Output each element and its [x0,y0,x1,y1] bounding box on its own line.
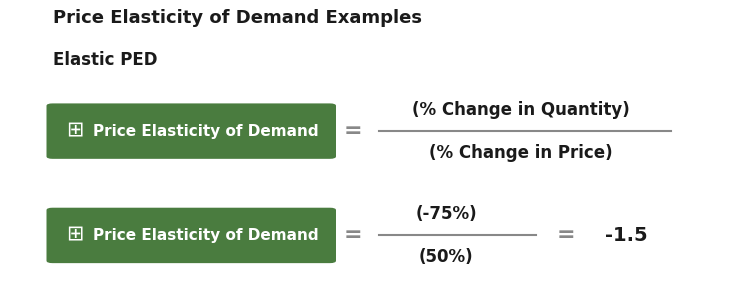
Text: ⊞: ⊞ [66,119,84,140]
Text: (% Change in Quantity): (% Change in Quantity) [413,101,630,119]
Text: -1.5: -1.5 [605,226,647,245]
Text: Price Elasticity of Demand: Price Elasticity of Demand [94,228,319,243]
Text: (-75%): (-75%) [416,205,477,223]
Text: Elastic PED: Elastic PED [53,51,157,69]
FancyBboxPatch shape [46,103,336,159]
Text: =: = [557,225,575,246]
Text: ⊞: ⊞ [66,224,84,244]
Text: (50%): (50%) [419,248,473,266]
Text: Price Elasticity of Demand Examples: Price Elasticity of Demand Examples [53,9,422,27]
Text: =: = [344,225,362,246]
FancyBboxPatch shape [46,208,336,263]
Text: (% Change in Price): (% Change in Price) [430,144,613,162]
Text: =: = [344,121,362,141]
Text: Price Elasticity of Demand: Price Elasticity of Demand [94,124,319,139]
